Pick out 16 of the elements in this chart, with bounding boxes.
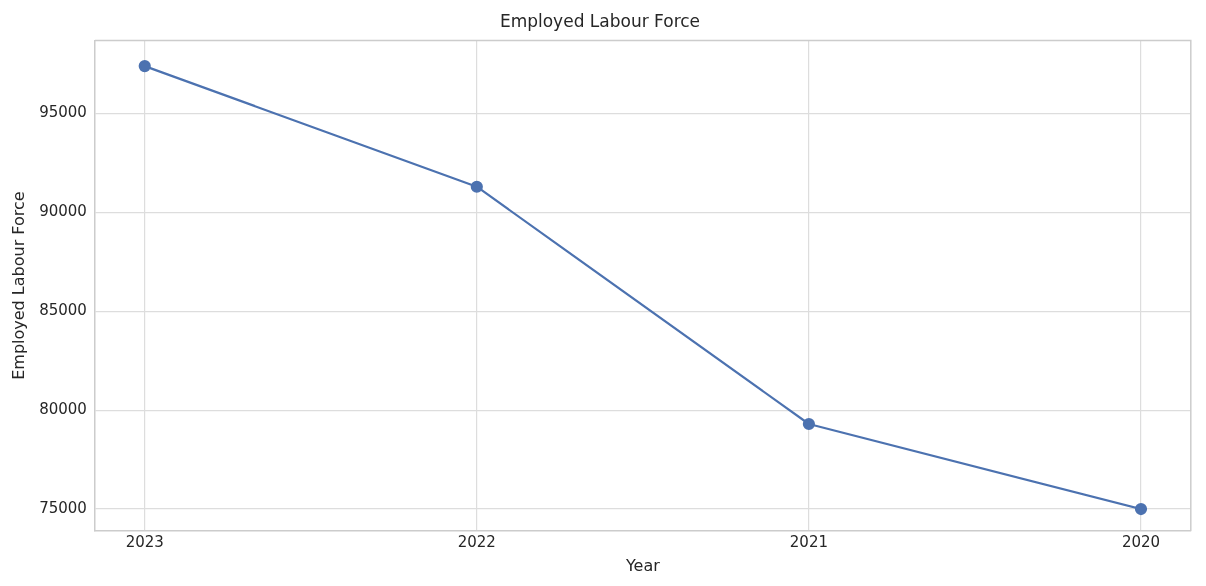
point [470, 180, 483, 193]
point [1134, 502, 1148, 516]
x-tick-label: 2022 [457, 532, 496, 551]
chart-title: Employed Labour Force [499, 10, 701, 31]
point [802, 417, 815, 431]
y-tick-label: 85000 [39, 301, 87, 320]
x-tick-label: 2020 [1121, 532, 1161, 551]
x-tick-label: 2021 [789, 532, 828, 551]
x-axis-title: Year [624, 555, 661, 575]
y-axis-title: Employed Labour Force [8, 191, 28, 380]
point [138, 60, 151, 73]
y-tick-label: 90000 [39, 202, 87, 221]
y-tick-label: 95000 [39, 103, 87, 122]
y-tick-label: 80000 [39, 400, 87, 419]
x-tick-label: 2023 [125, 532, 164, 551]
y-tick-label: 75000 [39, 498, 87, 517]
